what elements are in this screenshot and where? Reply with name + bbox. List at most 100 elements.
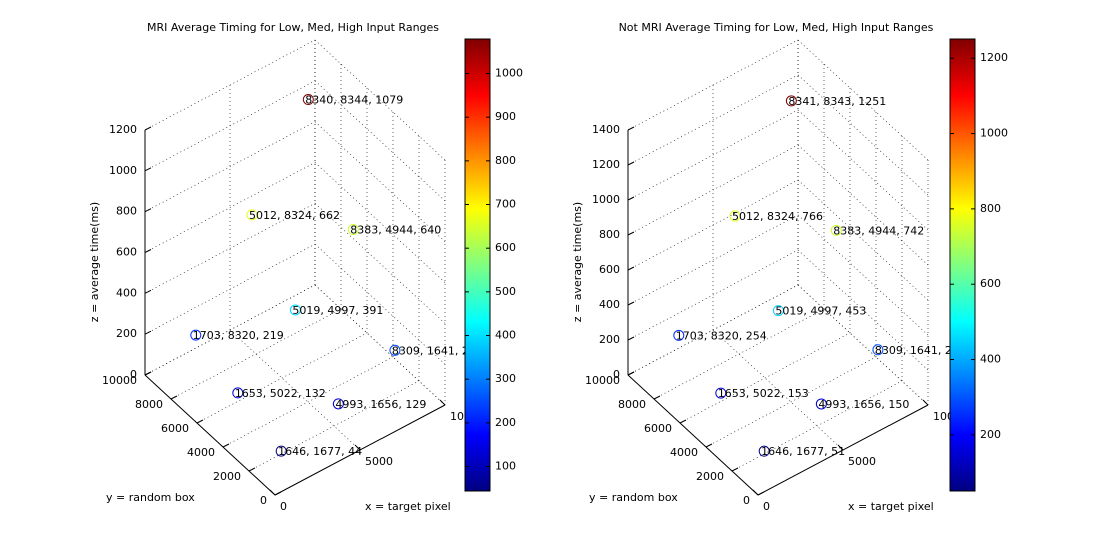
point bbox=[785, 95, 797, 107]
colorbar-tick-label: 400 bbox=[980, 353, 1001, 366]
colorbar-tick-label: 300 bbox=[495, 372, 516, 385]
point bbox=[302, 94, 314, 106]
x-tick bbox=[752, 489, 759, 496]
y-tick bbox=[144, 371, 152, 376]
colorbar-tick-label: 200 bbox=[980, 428, 1001, 441]
point bbox=[332, 398, 344, 410]
chart-title: Not MRI Average Timing for Low, Med, Hig… bbox=[619, 21, 934, 34]
grid-line bbox=[797, 74, 929, 196]
point bbox=[246, 209, 258, 221]
grid-line bbox=[731, 380, 903, 472]
colorbar-tick-label: 600 bbox=[495, 241, 516, 254]
grid-line bbox=[314, 39, 446, 161]
y-tick bbox=[196, 419, 204, 424]
z-tick-label: 1200 bbox=[109, 123, 137, 136]
colorbar bbox=[949, 38, 976, 492]
grid-line bbox=[627, 284, 799, 376]
x-tick bbox=[837, 444, 844, 451]
grid-line bbox=[314, 80, 446, 202]
z-tick-label: 1000 bbox=[109, 164, 137, 177]
colorbar-tick-label: 1000 bbox=[495, 67, 523, 80]
colorbar bbox=[464, 38, 491, 492]
z-tick-label: 400 bbox=[599, 298, 620, 311]
colorbar-tick-label: 500 bbox=[495, 285, 516, 298]
point-label: 8309, 1641, 290 bbox=[875, 344, 966, 357]
y-axis bbox=[627, 374, 759, 496]
z-tick-label: 600 bbox=[599, 263, 620, 276]
point-label: 1646, 1677, 51 bbox=[761, 445, 845, 458]
z-tick bbox=[144, 249, 152, 253]
point bbox=[715, 387, 727, 399]
y-tick-label: 0 bbox=[260, 494, 267, 507]
point-label: 1653, 5022, 132 bbox=[235, 387, 326, 400]
point-label: 5019, 4997, 391 bbox=[292, 304, 383, 317]
point bbox=[190, 329, 202, 341]
x-tick bbox=[269, 489, 276, 496]
y-tick-label: 6000 bbox=[161, 422, 189, 435]
x-axis-label: x = target pixel bbox=[365, 500, 451, 513]
y-tick-label: 6000 bbox=[644, 422, 672, 435]
z-tick-label: 0 bbox=[613, 368, 620, 381]
y-axis-label: y = random box bbox=[106, 491, 195, 504]
z-tick bbox=[144, 330, 152, 335]
point-label: 5019, 4997, 453 bbox=[775, 305, 866, 318]
z-tick-label: 1000 bbox=[592, 193, 620, 206]
grid-line bbox=[627, 39, 799, 131]
z-tick-label: 400 bbox=[116, 286, 137, 299]
grid-line bbox=[627, 109, 799, 201]
grid-line bbox=[170, 308, 342, 400]
grid-line bbox=[797, 284, 929, 406]
grid-line bbox=[144, 162, 316, 253]
grid-line bbox=[679, 332, 851, 424]
y-tick bbox=[731, 467, 739, 472]
y-tick-label: 8000 bbox=[135, 398, 163, 411]
y-tick-label: 8000 bbox=[618, 398, 646, 411]
grid-line bbox=[627, 214, 799, 306]
y-tick-label: 4000 bbox=[670, 446, 698, 459]
z-axis-label: z = average time(ms) bbox=[571, 202, 584, 322]
colorbar-tick-label: 1000 bbox=[980, 127, 1008, 140]
grid-line bbox=[797, 214, 929, 336]
point bbox=[389, 344, 401, 356]
grid-line bbox=[196, 332, 368, 424]
point-label: 8383, 4944, 742 bbox=[833, 224, 924, 237]
x-tick-label: 5000 bbox=[365, 455, 393, 468]
point-label: 4993, 1656, 129 bbox=[335, 398, 426, 411]
colorbar-tick-label: 900 bbox=[495, 110, 516, 123]
point-label: 5012, 8324, 662 bbox=[249, 209, 340, 222]
point-label: 8309, 1641, 246 bbox=[392, 344, 483, 357]
point bbox=[275, 445, 287, 457]
x-axis-label: x = target pixel bbox=[848, 500, 934, 513]
point-label: 8341, 8343, 1251 bbox=[788, 95, 886, 108]
z-tick bbox=[627, 336, 635, 341]
y-tick bbox=[222, 443, 230, 448]
z-tick-label: 800 bbox=[116, 205, 137, 218]
colorbar-tick-label: 200 bbox=[495, 416, 516, 429]
point-label: 1653, 5022, 153 bbox=[718, 387, 809, 400]
grid-line bbox=[144, 121, 316, 212]
colorbar-tick-label: 800 bbox=[495, 154, 516, 167]
y-tick-label: 2000 bbox=[213, 470, 241, 483]
z-tick-label: 200 bbox=[599, 333, 620, 346]
point-label: 8340, 8344, 1079 bbox=[305, 94, 403, 107]
y-tick bbox=[248, 467, 256, 472]
x-tick bbox=[922, 399, 929, 406]
y-tick-label: 10000 bbox=[585, 374, 620, 387]
z-tick bbox=[627, 196, 635, 201]
y-tick-label: 0 bbox=[743, 494, 750, 507]
y-tick bbox=[170, 395, 178, 400]
grid-line bbox=[144, 203, 316, 294]
y-tick-label: 2000 bbox=[696, 470, 724, 483]
grid-line bbox=[314, 162, 446, 283]
point bbox=[729, 210, 741, 222]
chart-title: MRI Average Timing for Low, Med, High In… bbox=[147, 21, 439, 34]
grid-line bbox=[627, 249, 799, 341]
point-label: 1703, 8320, 254 bbox=[676, 329, 767, 342]
x-tick bbox=[354, 444, 361, 451]
x-tick-label: 0 bbox=[763, 500, 770, 513]
point-label: 1646, 1677, 44 bbox=[278, 445, 362, 458]
grid-line bbox=[314, 121, 446, 242]
grid-line bbox=[653, 308, 825, 400]
grid-line bbox=[797, 179, 929, 301]
